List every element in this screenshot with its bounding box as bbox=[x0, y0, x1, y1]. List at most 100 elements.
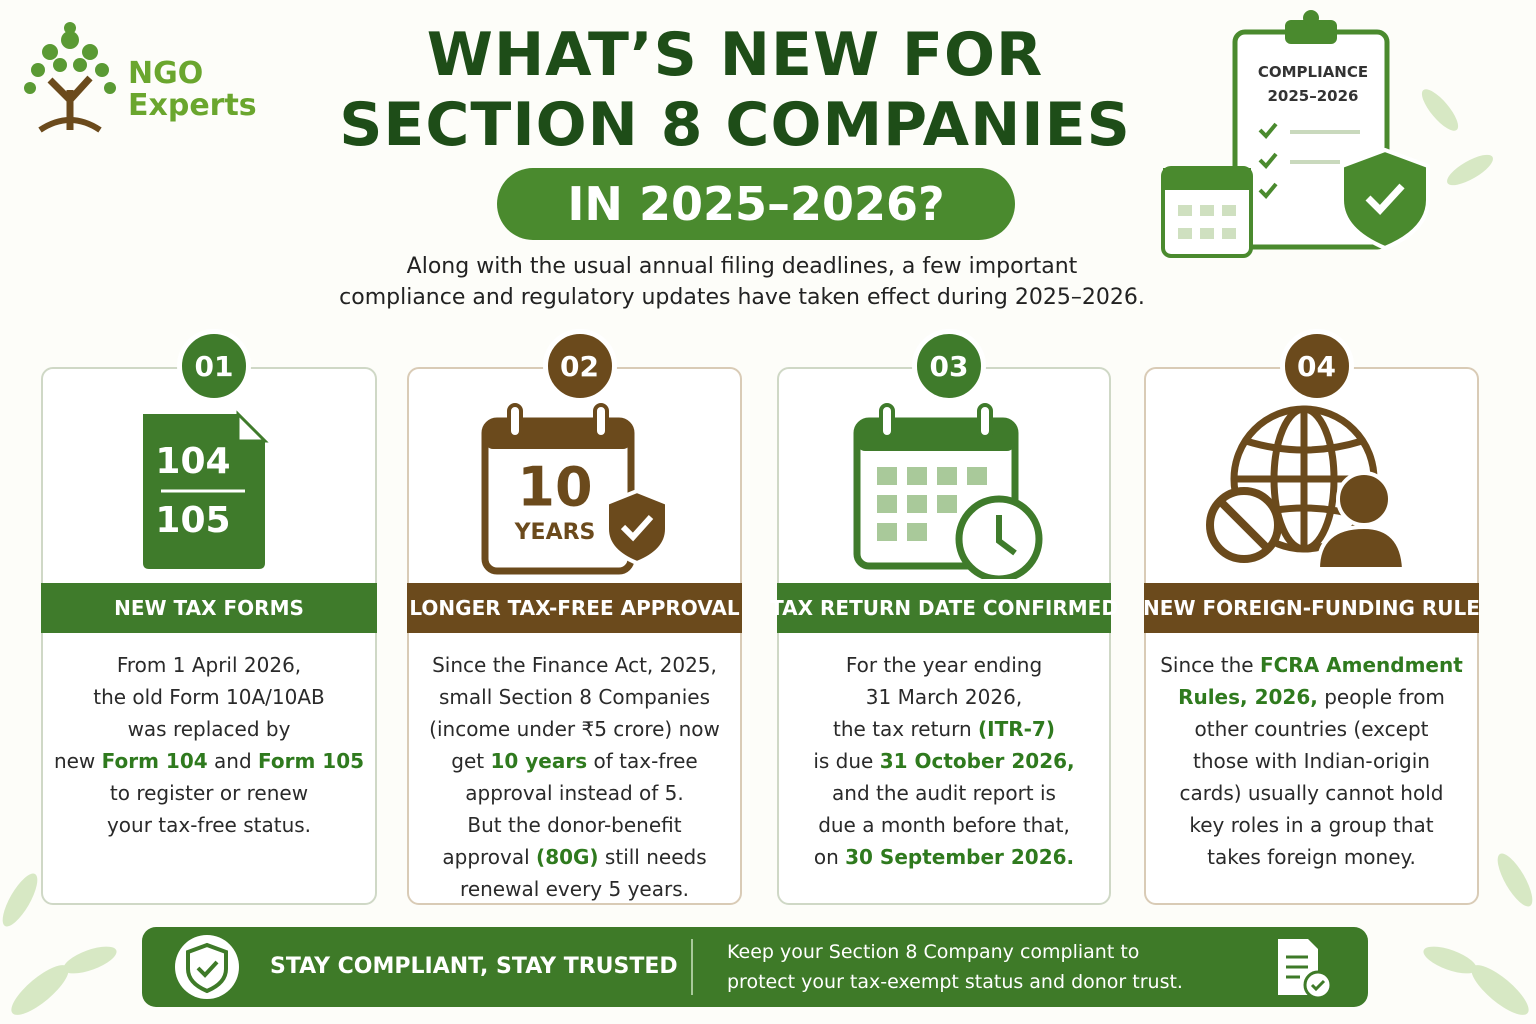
body-line: Rules, 2026, people from bbox=[1146, 681, 1477, 713]
logo: NGO Experts bbox=[128, 58, 257, 122]
footer-icons bbox=[175, 935, 1333, 1000]
icon-text: 105 bbox=[155, 500, 230, 541]
card-title: NEW FOREIGN-FUNDING RULE bbox=[1143, 583, 1480, 633]
card-number: 04 bbox=[1279, 329, 1354, 403]
card-body: Since the FCRA Amendment Rules, 2026, peo… bbox=[1146, 649, 1477, 873]
body-line: (income under ₹5 crore) now bbox=[409, 713, 740, 745]
body-text: the tax return bbox=[833, 717, 978, 741]
card: 01 104 105 NEW TAX FORMS From 1 April 20… bbox=[41, 329, 377, 905]
highlight: (ITR-7) bbox=[978, 717, 1055, 741]
card: 04 NEW FOREIGN-FUNDING RULE Since the FC… bbox=[1143, 329, 1480, 905]
body-line: your tax-free status. bbox=[43, 809, 375, 841]
card-title: LONGER TAX-FREE APPROVAL bbox=[407, 583, 742, 633]
title-line: WHAT’S NEW FOR bbox=[426, 20, 1044, 90]
body-line: other countries (except bbox=[1146, 713, 1477, 745]
body-line: takes foreign money. bbox=[1146, 841, 1477, 873]
body-line: approval instead of 5. bbox=[409, 777, 740, 809]
card-number: 03 bbox=[912, 329, 986, 403]
body-line: renewal every 5 years. bbox=[409, 873, 740, 905]
highlight: 31 October 2026, bbox=[879, 749, 1075, 773]
icon: 10 YEARS bbox=[481, 403, 669, 575]
footer-slogan: STAY COMPLIANT, STAY TRUSTED bbox=[270, 954, 678, 979]
body-text: those with Indian-origin bbox=[1193, 749, 1430, 773]
icon-text: 104 bbox=[155, 441, 230, 482]
card-title: NEW TAX FORMS bbox=[41, 583, 377, 633]
icon-text: YEARS bbox=[514, 520, 596, 545]
icon: 104 105 bbox=[143, 410, 269, 569]
card-body: From 1 April 2026, the old Form 10A/10AB w… bbox=[43, 649, 375, 841]
body-line: the tax return (ITR-7) bbox=[779, 713, 1109, 745]
illustration-label: COMPLIANCE 2025–2026 bbox=[1236, 60, 1390, 108]
body-text: Since the bbox=[1160, 653, 1260, 677]
illustration-line: COMPLIANCE bbox=[1257, 63, 1369, 81]
highlight: (80G) bbox=[536, 845, 599, 869]
subtitle-line: Along with the usual annual filing deadl… bbox=[406, 254, 1078, 279]
body-line: 31 March 2026, bbox=[779, 681, 1109, 713]
body-text: 31 March 2026, bbox=[865, 685, 1023, 709]
card: 03 TAX RETURN DATE CONFIRMED For the yea… bbox=[770, 329, 1118, 905]
body-line: For the year ending bbox=[779, 649, 1109, 681]
body-line: get 10 years of tax-free bbox=[409, 745, 740, 777]
body-text: was replaced by bbox=[127, 717, 291, 741]
body-text: takes foreign money. bbox=[1207, 845, 1416, 869]
body-text: to register or renew bbox=[109, 781, 309, 805]
body-text: get bbox=[451, 749, 491, 773]
body-text: of tax-free bbox=[587, 749, 698, 773]
subtitle-line: compliance and regulatory updates have t… bbox=[339, 285, 1145, 310]
card-title: TAX RETURN DATE CONFIRMED bbox=[770, 583, 1118, 633]
highlight: Rules, 2026, bbox=[1178, 685, 1318, 709]
body-text: due a month before that, bbox=[818, 813, 1070, 837]
body-line: But the donor-benefit bbox=[409, 809, 740, 841]
footer-text: Keep your Section 8 Company compliant to… bbox=[727, 937, 1183, 997]
body-line: on 30 September 2026. bbox=[779, 841, 1109, 873]
body-text: approval instead of 5. bbox=[465, 781, 684, 805]
highlight: Form 105 bbox=[258, 749, 365, 773]
body-text: For the year ending bbox=[845, 653, 1043, 677]
highlight: FCRA Amendment bbox=[1259, 653, 1463, 677]
body-text: people from bbox=[1317, 685, 1445, 709]
body-text: But the donor-benefit bbox=[467, 813, 682, 837]
body-line: cards) usually cannot hold bbox=[1146, 777, 1477, 809]
body-line: key roles in a group that bbox=[1146, 809, 1477, 841]
body-text: new bbox=[53, 749, 102, 773]
highlight: 10 years bbox=[490, 749, 588, 773]
highlight: 30 September 2026. bbox=[845, 845, 1075, 869]
body-line: is due 31 October 2026, bbox=[779, 745, 1109, 777]
card-body: For the year ending 31 March 2026, the tax… bbox=[779, 649, 1109, 873]
body-text: on bbox=[813, 845, 846, 869]
footer: STAY COMPLIANT, STAY TRUSTED Keep your S… bbox=[142, 927, 1368, 1007]
body-text: Since the Finance Act, 2025, bbox=[432, 653, 717, 677]
body-line: Since the Finance Act, 2025, bbox=[409, 649, 740, 681]
body-text: and bbox=[207, 749, 259, 773]
body-line: was replaced by bbox=[43, 713, 375, 745]
body-text: approval bbox=[442, 845, 537, 869]
icon bbox=[853, 403, 1043, 579]
body-line: due a month before that, bbox=[779, 809, 1109, 841]
body-text: other countries (except bbox=[1194, 717, 1429, 741]
body-line: approval (80G) still needs bbox=[409, 841, 740, 873]
body-line: From 1 April 2026, bbox=[43, 649, 375, 681]
body-text: and the audit report is bbox=[832, 781, 1056, 805]
body-text: (income under ₹5 crore) now bbox=[429, 717, 720, 741]
body-text: key roles in a group that bbox=[1189, 813, 1434, 837]
body-line: new Form 104 and Form 105 bbox=[43, 745, 375, 777]
body-text: the old Form 10A/10AB bbox=[93, 685, 325, 709]
body-line: those with Indian-origin bbox=[1146, 745, 1477, 777]
card: 02 10 YEARS LONGER TAX-FREE APPROVAL Sin… bbox=[407, 329, 742, 905]
logo-line: Experts bbox=[128, 88, 257, 123]
card-body: Since the Finance Act, 2025, small Sectio… bbox=[409, 649, 740, 905]
footer-line: Keep your Section 8 Company compliant to bbox=[727, 941, 1140, 963]
title-line: SECTION 8 COMPANIES bbox=[339, 90, 1131, 160]
body-text: From 1 April 2026, bbox=[116, 653, 302, 677]
body-text: is due bbox=[813, 749, 880, 773]
card-number: 01 bbox=[177, 329, 251, 403]
body-text: small Section 8 Companies bbox=[439, 685, 710, 709]
body-text: still needs bbox=[598, 845, 707, 869]
highlight: Form 104 bbox=[101, 749, 208, 773]
body-line: Since the FCRA Amendment bbox=[1146, 649, 1477, 681]
body-line: to register or renew bbox=[43, 777, 375, 809]
body-text: cards) usually cannot hold bbox=[1179, 781, 1444, 805]
icon-text: 10 bbox=[517, 456, 592, 519]
